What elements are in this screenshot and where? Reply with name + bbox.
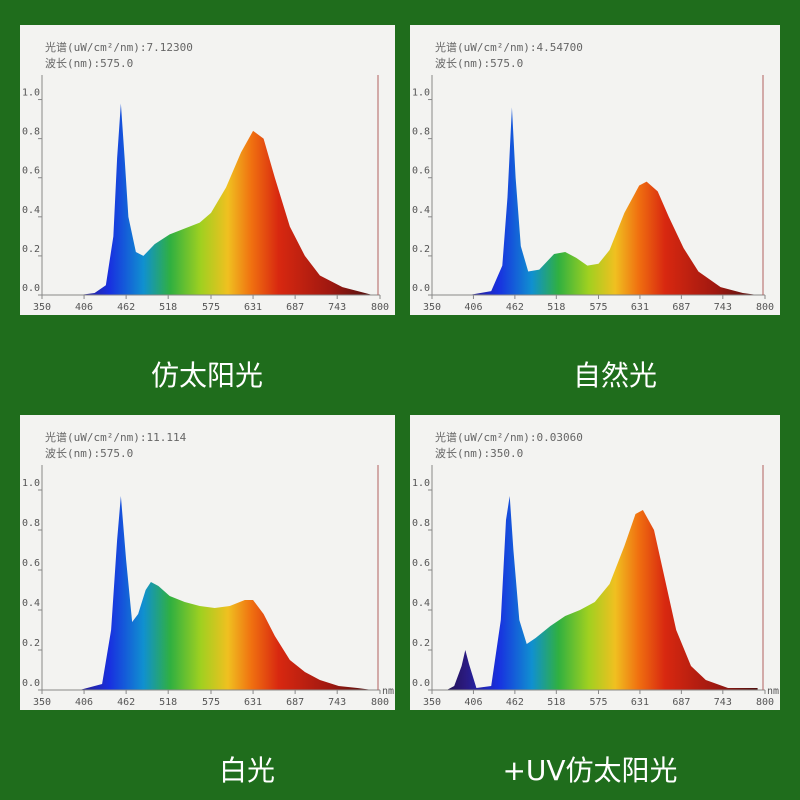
y-tick-label: 0.6 (412, 166, 430, 177)
x-tick-label: 462 (117, 302, 135, 313)
y-tick-label: 1.0 (22, 88, 40, 99)
x-tick-label: 575 (202, 302, 220, 313)
x-tick-label: 350 (33, 697, 51, 708)
x-tick-label: 575 (589, 697, 607, 708)
wavelength-label: 波长(nm):575.0 (45, 447, 133, 460)
x-tick-label: 743 (328, 697, 346, 708)
x-tick-label: 743 (714, 302, 732, 313)
x-tick-label: 518 (547, 697, 565, 708)
y-tick-label: 0.0 (412, 283, 430, 294)
spectrum-area (446, 496, 758, 690)
y-tick-label: 0.6 (412, 558, 430, 569)
y-tick-label: 0.4 (22, 205, 40, 216)
x-tick-label: 631 (244, 302, 262, 313)
panel-caption: 白光 (219, 754, 275, 787)
spectrum-area (42, 103, 373, 295)
y-tick-label: 0.2 (412, 638, 430, 649)
spectrum-label: 光谱(uW/cm²/nm):11.114 (45, 430, 187, 444)
y-tick-label: 0.0 (412, 678, 430, 689)
x-tick-label: 406 (464, 697, 482, 708)
panel-caption: 自然光 (573, 359, 657, 392)
x-tick-label: 687 (286, 302, 304, 313)
y-tick-label: 0.4 (412, 205, 430, 216)
spectrum-label: 光谱(uW/cm²/nm):7.12300 (45, 40, 193, 54)
x-axis-label: nm (767, 686, 779, 697)
spectrum-panel: 光谱(uW/cm²/nm):4.54700 波长(nm):575.0 0.0 0.2 0… (410, 25, 780, 315)
spectrum-label: 光谱(uW/cm²/nm):4.54700 (435, 40, 583, 54)
x-tick-label: 631 (631, 302, 649, 313)
x-tick-label: 631 (631, 697, 649, 708)
y-tick-label: 1.0 (22, 478, 40, 489)
x-tick-label: 462 (506, 697, 524, 708)
spectrum-panel: 光谱(uW/cm²/nm):0.03060 波长(nm):350.0 0.0 0.2 0… (410, 415, 780, 710)
spectrum-area (469, 107, 758, 295)
wavelength-label: 波长(nm):575.0 (45, 57, 133, 70)
spectrum-label: 光谱(uW/cm²/nm):0.03060 (435, 430, 583, 444)
y-tick-label: 0.8 (22, 127, 40, 138)
x-tick-label: 406 (75, 302, 93, 313)
x-tick-label: 687 (672, 302, 690, 313)
x-tick-label: 518 (159, 697, 177, 708)
x-tick-label: 687 (286, 697, 304, 708)
x-tick-label: 462 (117, 697, 135, 708)
y-tick-label: 0.0 (22, 283, 40, 294)
wavelength-label: 波长(nm):350.0 (435, 447, 523, 460)
x-tick-label: 800 (756, 697, 774, 708)
y-tick-label: 0.8 (412, 127, 430, 138)
spectrum-panel: 光谱(uW/cm²/nm):7.12300 波长(nm):575.0 0.0 0.2 0… (20, 25, 395, 315)
panel-caption: +UV仿太阳光 (502, 754, 677, 787)
y-tick-label: 0.4 (412, 598, 430, 609)
x-tick-label: 575 (202, 697, 220, 708)
y-tick-label: 0.8 (22, 518, 40, 529)
x-tick-label: 406 (75, 697, 93, 708)
x-tick-label: 406 (464, 302, 482, 313)
y-tick-label: 0.6 (22, 558, 40, 569)
x-tick-label: 743 (328, 302, 346, 313)
y-tick-label: 1.0 (412, 88, 430, 99)
spectrum-panel: 光谱(uW/cm²/nm):11.114 波长(nm):575.0 0.0 0.2 0.… (20, 415, 395, 710)
x-tick-label: 743 (714, 697, 732, 708)
x-tick-label: 350 (33, 302, 51, 313)
x-tick-label: 350 (423, 302, 441, 313)
y-tick-label: 0.8 (412, 518, 430, 529)
x-tick-label: 800 (756, 302, 774, 313)
y-tick-label: 0.4 (22, 598, 40, 609)
x-tick-label: 631 (244, 697, 262, 708)
y-tick-label: 0.6 (22, 166, 40, 177)
y-tick-label: 0.2 (412, 244, 430, 255)
x-tick-label: 518 (159, 302, 177, 313)
x-tick-label: 800 (371, 697, 389, 708)
y-tick-label: 0.2 (22, 244, 40, 255)
spectrum-area (79, 496, 373, 690)
x-tick-label: 800 (371, 302, 389, 313)
wavelength-label: 波长(nm):575.0 (435, 57, 523, 70)
y-tick-label: 1.0 (412, 478, 430, 489)
panel-caption: 仿太阳光 (151, 359, 263, 392)
y-tick-label: 0.0 (22, 678, 40, 689)
y-tick-label: 0.2 (22, 638, 40, 649)
x-tick-label: 350 (423, 697, 441, 708)
x-tick-label: 687 (672, 697, 690, 708)
x-tick-label: 462 (506, 302, 524, 313)
x-tick-label: 575 (589, 302, 607, 313)
x-tick-label: 518 (547, 302, 565, 313)
x-axis-label: nm (382, 686, 394, 697)
